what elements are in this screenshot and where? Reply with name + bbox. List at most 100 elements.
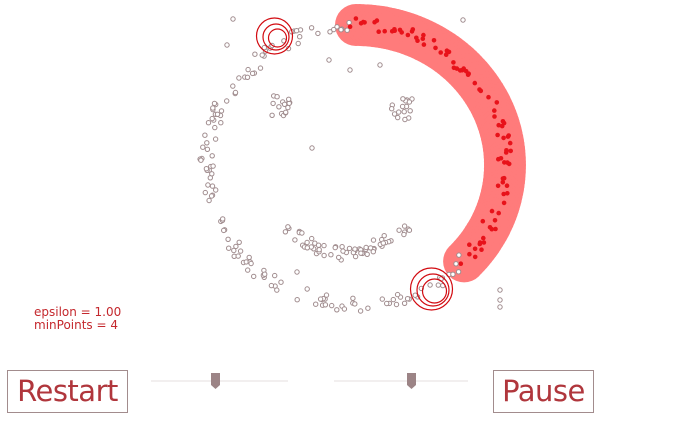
unvisited-point: [278, 279, 284, 285]
unvisited-point: [221, 227, 227, 234]
minpoints-slider-thumb[interactable]: [407, 373, 416, 389]
clustered-point: [399, 30, 405, 35]
epsilon-ring: [267, 28, 288, 48]
minpoints-slider-track: [334, 380, 468, 382]
unvisited-point: [295, 40, 301, 47]
clustered-point: [501, 200, 507, 206]
unvisited-point: [299, 230, 305, 236]
unvisited-point: [316, 247, 322, 253]
clustered-point: [362, 20, 367, 25]
unvisited-point: [344, 27, 350, 33]
unvisited-point: [455, 269, 462, 275]
unvisited-point: [402, 116, 408, 123]
unvisited-point: [321, 252, 327, 259]
clustered-point: [505, 191, 510, 196]
unvisited-point: [396, 109, 402, 115]
unvisited-point: [237, 248, 244, 254]
unvisited-point: [233, 243, 239, 250]
unvisited-point: [211, 100, 218, 107]
epsilon-slider-thumb[interactable]: [211, 373, 220, 389]
unvisited-point: [357, 308, 364, 314]
unvisited-point: [339, 244, 345, 250]
clustered-point: [451, 60, 456, 65]
unvisited-point: [401, 231, 407, 238]
unvisited-point: [456, 252, 462, 258]
unvisited-point: [400, 96, 406, 102]
clustered-point: [410, 27, 416, 32]
unvisited-point: [358, 250, 364, 256]
clustered-point: [501, 135, 506, 141]
unvisited-point: [213, 187, 219, 193]
unvisited-point: [309, 145, 315, 151]
unvisited-point: [365, 305, 371, 311]
unvisited-point: [198, 157, 204, 163]
clustered-point: [504, 183, 510, 188]
unvisited-point: [297, 34, 303, 40]
unvisited-point: [338, 27, 344, 33]
unvisited-point: [230, 83, 236, 89]
unvisited-point: [212, 124, 218, 131]
unvisited-point: [204, 140, 210, 146]
unvisited-point: [272, 272, 278, 279]
unvisited-point: [497, 304, 503, 310]
unvisited-point: [209, 153, 215, 159]
clustered-point: [376, 29, 382, 34]
unvisited-point: [317, 296, 324, 302]
unvisited-point: [206, 197, 212, 204]
unvisited-point: [236, 239, 242, 246]
unvisited-point: [285, 224, 291, 230]
clustered-point: [499, 123, 505, 129]
clustered-point: [478, 88, 484, 94]
clustered-point: [421, 32, 426, 38]
clustered-point: [479, 247, 484, 252]
clustered-point: [415, 38, 420, 43]
unvisited-point: [384, 300, 390, 307]
unvisited-point: [304, 245, 310, 251]
clustered-point: [420, 36, 426, 41]
unvisited-point: [224, 42, 230, 48]
clustered-point: [446, 49, 452, 55]
clustered-point: [486, 94, 491, 100]
clustered-point: [481, 235, 486, 241]
clustered-point: [492, 114, 497, 119]
unvisited-point: [497, 287, 503, 293]
unvisited-point: [209, 115, 215, 122]
clustered-point: [372, 19, 377, 25]
clustered-point: [421, 42, 427, 47]
clustered-point: [500, 180, 506, 185]
unvisited-point: [396, 227, 402, 233]
clustered-point: [495, 183, 501, 189]
epsilon-slider[interactable]: [151, 373, 288, 393]
unvisited-point: [406, 227, 413, 233]
unvisited-point: [285, 104, 291, 111]
minpoints-slider[interactable]: [334, 373, 468, 393]
unvisited-point: [401, 300, 408, 306]
clustered-point: [467, 251, 472, 257]
unvisited-point: [286, 96, 292, 103]
unvisited-point: [381, 233, 387, 239]
unvisited-point: [313, 301, 319, 307]
clustered-point: [405, 32, 411, 38]
unvisited-point: [207, 175, 214, 181]
unvisited-point: [315, 242, 322, 248]
pause-button[interactable]: Pause: [493, 370, 594, 413]
unvisited-point: [347, 67, 353, 73]
unvisited-point: [497, 297, 503, 303]
clustered-point: [505, 160, 510, 165]
unvisited-point: [350, 295, 356, 301]
clustered-point: [472, 254, 478, 260]
unvisited-point: [346, 245, 353, 252]
restart-button[interactable]: Restart: [7, 370, 128, 413]
unvisited-point: [257, 65, 264, 71]
unvisited-point: [401, 223, 408, 229]
unvisited-point: [232, 89, 239, 96]
unvisited-point: [332, 244, 338, 251]
clustered-point: [508, 148, 513, 154]
clustered-point: [433, 45, 438, 51]
unvisited-point: [205, 182, 211, 188]
unvisited-point: [380, 240, 386, 246]
unvisited-point: [394, 291, 401, 298]
unvisited-point: [321, 242, 327, 249]
unvisited-point: [246, 254, 252, 261]
unvisited-point: [341, 306, 348, 312]
